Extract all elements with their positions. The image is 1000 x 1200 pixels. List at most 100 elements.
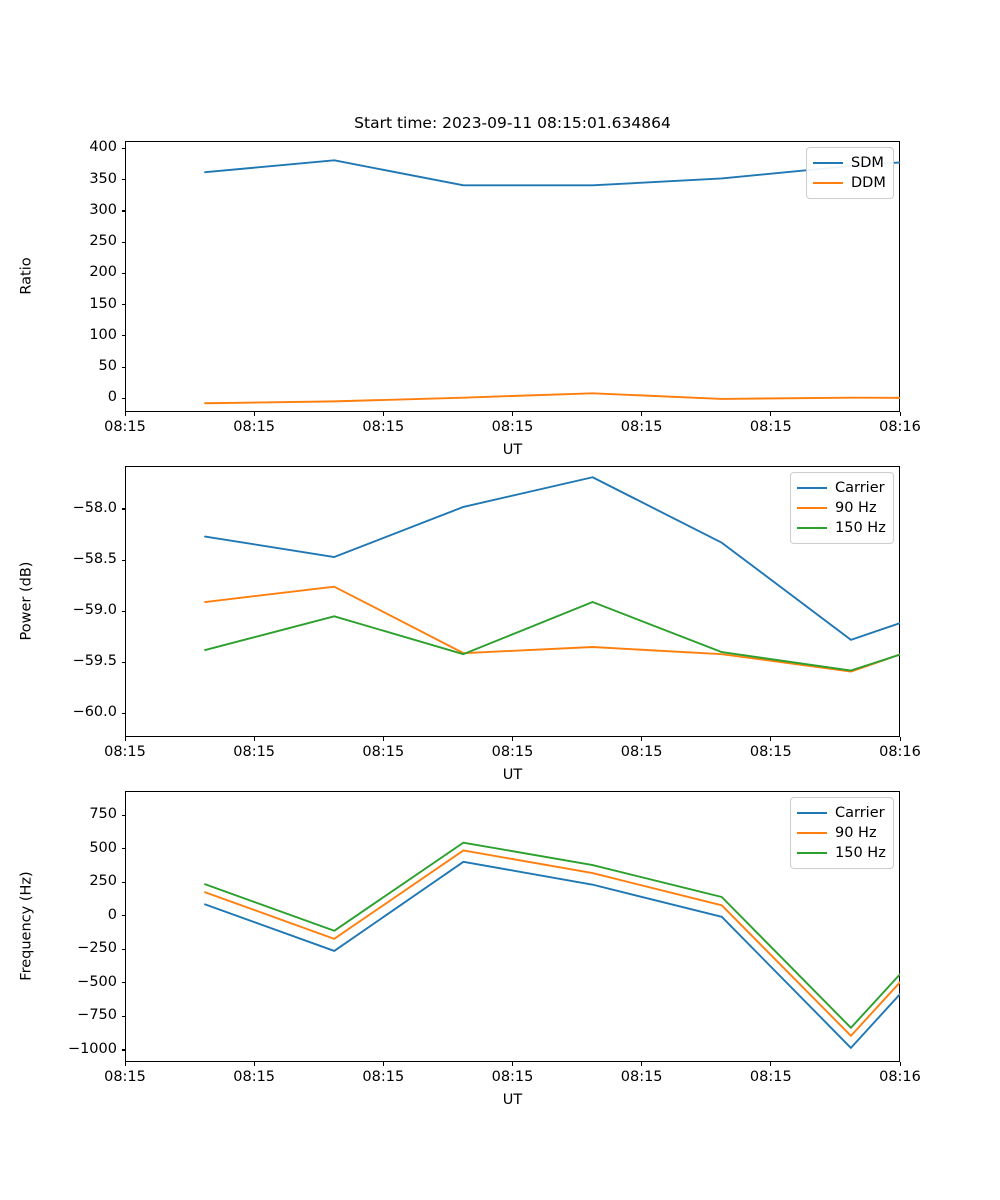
data-series-150-hz xyxy=(204,841,900,1029)
x-tick-label: 08:15 xyxy=(362,1069,405,1085)
x-tick-label: 08:15 xyxy=(362,744,405,760)
x-tick-label: 08:15 xyxy=(233,419,276,435)
y-tick-mark xyxy=(121,915,125,917)
x-tick-mark xyxy=(253,1062,255,1066)
legend-color-swatch xyxy=(797,812,827,814)
axes-frame xyxy=(125,791,900,1062)
x-tick-label: 08:15 xyxy=(491,419,534,435)
legend-entry-sdm[interactable]: SDM xyxy=(813,153,886,173)
x-tick-mark xyxy=(641,412,643,416)
legend-entry-150-hz[interactable]: 150 Hz xyxy=(797,843,886,863)
y-tick-label: 400 xyxy=(89,139,117,156)
legend-label: 150 Hz xyxy=(835,520,886,536)
legend-entry-90-hz[interactable]: 90 Hz xyxy=(797,823,886,843)
y-tick-mark xyxy=(121,335,125,337)
x-tick-mark xyxy=(124,1062,126,1066)
y-tick-label: −58.5 xyxy=(72,551,117,568)
figure-title: Start time: 2023-09-11 08:15:01.634864 xyxy=(354,114,671,132)
x-tick-mark xyxy=(641,1062,643,1066)
x-axis-label: UT xyxy=(502,767,523,783)
y-tick-mark xyxy=(121,948,125,950)
y-tick-mark xyxy=(121,814,125,816)
legend-color-swatch xyxy=(813,162,843,164)
legend-label: SDM xyxy=(851,155,884,171)
legend[interactable]: Carrier 90 Hz 150 Hz xyxy=(790,797,894,869)
x-tick-label: 08:15 xyxy=(620,419,663,435)
data-series-carrier xyxy=(204,476,900,641)
y-tick-mark xyxy=(121,559,125,561)
y-tick-mark xyxy=(121,982,125,984)
y-tick-label: −750 xyxy=(77,1007,117,1024)
y-tick-label: −250 xyxy=(77,940,117,957)
y-tick-label: 350 xyxy=(89,170,117,187)
legend-label: 90 Hz xyxy=(835,500,877,516)
y-tick-label: 150 xyxy=(89,295,117,312)
x-tick-mark xyxy=(253,412,255,416)
x-tick-mark xyxy=(899,412,901,416)
x-tick-mark xyxy=(382,737,384,741)
y-tick-label: −58.0 xyxy=(72,499,117,516)
x-tick-label: 08:16 xyxy=(879,1069,921,1085)
legend-label: DDM xyxy=(851,175,886,191)
data-series-carrier xyxy=(204,860,900,1049)
y-tick-mark xyxy=(121,397,125,399)
y-tick-label: 300 xyxy=(89,201,117,218)
y-tick-label: 250 xyxy=(89,233,117,250)
y-tick-label: 100 xyxy=(89,326,117,343)
x-tick-label: 08:15 xyxy=(749,1069,792,1085)
data-series-90-hz xyxy=(204,585,900,673)
x-tick-label: 08:15 xyxy=(104,1069,146,1085)
x-tick-mark xyxy=(770,1062,772,1066)
data-series-90-hz xyxy=(204,849,900,1037)
legend[interactable]: Carrier 90 Hz 150 Hz xyxy=(790,472,894,544)
y-tick-label: −500 xyxy=(77,973,117,990)
x-tick-label: 08:15 xyxy=(104,419,146,435)
data-series-150-hz xyxy=(204,601,900,672)
y-tick-label: −59.0 xyxy=(72,602,117,619)
x-tick-label: 08:15 xyxy=(620,744,663,760)
x-tick-mark xyxy=(124,737,126,741)
y-tick-mark xyxy=(121,366,125,368)
legend-color-swatch xyxy=(797,527,827,529)
legend-color-swatch xyxy=(797,487,827,489)
y-tick-label: −60.0 xyxy=(72,704,117,721)
y-tick-label: −1000 xyxy=(67,1040,117,1057)
y-tick-label: 250 xyxy=(89,873,117,890)
x-tick-label: 08:15 xyxy=(491,1069,534,1085)
x-tick-mark xyxy=(512,412,514,416)
x-tick-mark xyxy=(770,737,772,741)
legend-entry-ddm[interactable]: DDM xyxy=(813,173,886,193)
y-tick-mark xyxy=(121,712,125,715)
y-tick-mark xyxy=(121,1015,125,1017)
x-tick-mark xyxy=(641,737,643,741)
x-tick-mark xyxy=(512,1062,514,1066)
x-tick-label: 08:16 xyxy=(879,744,921,760)
x-tick-label: 08:16 xyxy=(879,419,921,435)
y-tick-mark xyxy=(121,241,125,243)
x-tick-mark xyxy=(899,737,901,741)
axes-frame xyxy=(125,466,900,737)
y-tick-label: 50 xyxy=(98,358,117,375)
legend-label: Carrier xyxy=(835,480,885,496)
x-tick-label: 08:15 xyxy=(362,419,405,435)
legend-entry-carrier[interactable]: Carrier xyxy=(797,478,886,498)
x-tick-mark xyxy=(382,1062,384,1066)
x-tick-mark xyxy=(512,737,514,741)
legend-entry-90-hz[interactable]: 90 Hz xyxy=(797,498,886,518)
x-tick-mark xyxy=(770,412,772,416)
y-tick-mark xyxy=(121,210,125,212)
y-tick-mark xyxy=(121,1049,125,1051)
legend-entry-150-hz[interactable]: 150 Hz xyxy=(797,518,886,538)
legend-entry-carrier[interactable]: Carrier xyxy=(797,803,886,823)
x-tick-label: 08:15 xyxy=(491,744,534,760)
y-tick-label: 750 xyxy=(89,806,117,823)
x-tick-label: 08:15 xyxy=(749,744,792,760)
x-tick-label: 08:15 xyxy=(749,419,792,435)
legend[interactable]: SDM DDM xyxy=(806,147,894,199)
x-axis-label: UT xyxy=(502,1092,523,1108)
legend-label: 90 Hz xyxy=(835,825,877,841)
